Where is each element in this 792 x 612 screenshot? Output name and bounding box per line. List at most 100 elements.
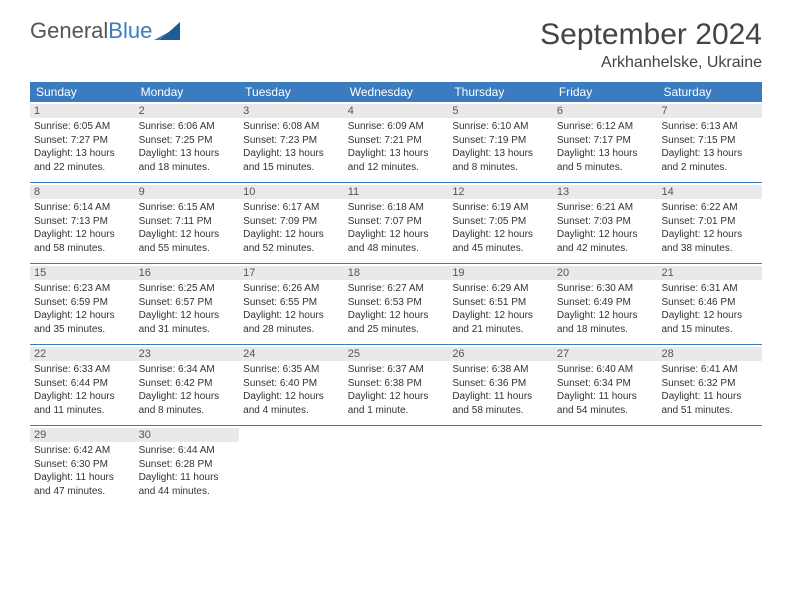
daylight-line: Daylight: 12 hours and 25 minutes. — [348, 309, 445, 336]
day-content: Sunrise: 6:06 AMSunset: 7:25 PMDaylight:… — [139, 120, 236, 174]
sunset-line: Sunset: 7:07 PM — [348, 215, 445, 229]
week-row: 22Sunrise: 6:33 AMSunset: 6:44 PMDayligh… — [30, 344, 762, 425]
day-content: Sunrise: 6:19 AMSunset: 7:05 PMDaylight:… — [452, 201, 549, 255]
day-content: Sunrise: 6:31 AMSunset: 6:46 PMDaylight:… — [661, 282, 758, 336]
weekday-wed: Wednesday — [344, 82, 449, 102]
week-row: 1 Sunrise: 6:05 AMSunset: 7:27 PMDaylight… — [30, 102, 762, 182]
sunset-line: Sunset: 6:30 PM — [34, 458, 131, 472]
sunset-line: Sunset: 7:17 PM — [557, 134, 654, 148]
day-content: Sunrise: 6:34 AMSunset: 6:42 PMDaylight:… — [139, 363, 236, 417]
daylight-line: Daylight: 13 hours and 18 minutes. — [139, 147, 236, 174]
day-number: 13 — [553, 185, 658, 199]
day-number: 9 — [135, 185, 240, 199]
sunset-line: Sunset: 7:13 PM — [34, 215, 131, 229]
day-cell: 4Sunrise: 6:09 AMSunset: 7:21 PMDaylight… — [344, 102, 449, 182]
sunset-line: Sunset: 7:03 PM — [557, 215, 654, 229]
day-cell-empty: . — [448, 426, 553, 506]
sunrise-line: Sunrise: 6:27 AM — [348, 282, 445, 296]
day-content: Sunrise: 6:26 AMSunset: 6:55 PMDaylight:… — [243, 282, 340, 336]
day-cell: 27Sunrise: 6:40 AMSunset: 6:34 PMDayligh… — [553, 345, 658, 425]
day-content: Sunrise: 6:27 AMSunset: 6:53 PMDaylight:… — [348, 282, 445, 336]
daylight-line: Daylight: 12 hours and 8 minutes. — [139, 390, 236, 417]
sunset-line: Sunset: 7:19 PM — [452, 134, 549, 148]
sunset-line: Sunset: 7:09 PM — [243, 215, 340, 229]
day-number: 10 — [239, 185, 344, 199]
daylight-line: Daylight: 12 hours and 45 minutes. — [452, 228, 549, 255]
day-cell: 5 Sunrise: 6:10 AMSunset: 7:19 PMDaylight… — [448, 102, 553, 182]
day-cell-empty: . — [239, 426, 344, 506]
daylight-line: Daylight: 13 hours and 5 minutes. — [557, 147, 654, 174]
sunset-line: Sunset: 7:23 PM — [243, 134, 340, 148]
sunset-line: Sunset: 6:40 PM — [243, 377, 340, 391]
day-number: 3 — [239, 104, 344, 118]
day-cell: 22Sunrise: 6:33 AMSunset: 6:44 PMDayligh… — [30, 345, 135, 425]
day-content: Sunrise: 6:41 AMSunset: 6:32 PMDaylight:… — [661, 363, 758, 417]
daylight-line: Daylight: 12 hours and 55 minutes. — [139, 228, 236, 255]
weeks-container: 1 Sunrise: 6:05 AMSunset: 7:27 PMDaylight… — [30, 102, 762, 506]
sunset-line: Sunset: 6:57 PM — [139, 296, 236, 310]
logo-icon — [154, 22, 180, 40]
weekday-sun: Sunday — [30, 82, 135, 102]
day-cell: 3 Sunrise: 6:08 AMSunset: 7:23 PMDaylight… — [239, 102, 344, 182]
daylight-line: Daylight: 11 hours and 51 minutes. — [661, 390, 758, 417]
day-number: 17 — [239, 266, 344, 280]
daylight-line: Daylight: 12 hours and 28 minutes. — [243, 309, 340, 336]
weekday-sat: Saturday — [657, 82, 762, 102]
sunset-line: Sunset: 6:34 PM — [557, 377, 654, 391]
day-cell: 7Sunrise: 6:13 AMSunset: 7:15 PMDaylight… — [657, 102, 762, 182]
day-cell: 20Sunrise: 6:30 AMSunset: 6:49 PMDayligh… — [553, 264, 658, 344]
sunrise-line: Sunrise: 6:31 AM — [661, 282, 758, 296]
sunset-line: Sunset: 6:36 PM — [452, 377, 549, 391]
sunset-line: Sunset: 7:21 PM — [348, 134, 445, 148]
sunrise-line: Sunrise: 6:38 AM — [452, 363, 549, 377]
day-number: 16 — [135, 266, 240, 280]
daylight-line: Daylight: 12 hours and 58 minutes. — [34, 228, 131, 255]
day-cell: 25Sunrise: 6:37 AMSunset: 6:38 PMDayligh… — [344, 345, 449, 425]
sunrise-line: Sunrise: 6:26 AM — [243, 282, 340, 296]
day-cell: 14 Sunrise: 6:22 AMSunset: 7:01 PMDayligh… — [657, 183, 762, 263]
day-cell-empty: . — [553, 426, 658, 506]
day-cell: 30Sunrise: 6:44 AMSunset: 6:28 PMDayligh… — [135, 426, 240, 506]
day-content: Sunrise: 6:22 AMSunset: 7:01 PMDaylight:… — [661, 201, 758, 255]
daylight-line: Daylight: 13 hours and 8 minutes. — [452, 147, 549, 174]
daylight-line: Daylight: 12 hours and 38 minutes. — [661, 228, 758, 255]
daylight-line: Daylight: 12 hours and 1 minute. — [348, 390, 445, 417]
calendar-page: GeneralBlue September 2024 Arkhanhelske,… — [0, 0, 792, 506]
daylight-line: Daylight: 12 hours and 31 minutes. — [139, 309, 236, 336]
day-content: Sunrise: 6:08 AMSunset: 7:23 PMDaylight:… — [243, 120, 340, 174]
day-cell: 16 Sunrise: 6:25 AMSunset: 6:57 PMDayligh… — [135, 264, 240, 344]
day-number: 19 — [448, 266, 553, 280]
sunrise-line: Sunrise: 6:37 AM — [348, 363, 445, 377]
day-number: 5 — [448, 104, 553, 118]
day-content: Sunrise: 6:05 AMSunset: 7:27 PMDaylight:… — [34, 120, 131, 174]
day-content: Sunrise: 6:33 AMSunset: 6:44 PMDaylight:… — [34, 363, 131, 417]
location: Arkhanhelske, Ukraine — [540, 54, 762, 72]
sunrise-line: Sunrise: 6:21 AM — [557, 201, 654, 215]
title-block: September 2024 Arkhanhelske, Ukraine — [540, 18, 762, 72]
day-content: Sunrise: 6:29 AMSunset: 6:51 PMDaylight:… — [452, 282, 549, 336]
day-cell: 21Sunrise: 6:31 AMSunset: 6:46 PMDayligh… — [657, 264, 762, 344]
sunset-line: Sunset: 7:05 PM — [452, 215, 549, 229]
day-content: Sunrise: 6:10 AMSunset: 7:19 PMDaylight:… — [452, 120, 549, 174]
sunset-line: Sunset: 6:44 PM — [34, 377, 131, 391]
day-cell: 1 Sunrise: 6:05 AMSunset: 7:27 PMDaylight… — [30, 102, 135, 182]
day-number: 1 — [30, 104, 135, 118]
daylight-line: Daylight: 12 hours and 21 minutes. — [452, 309, 549, 336]
weekday-thu: Thursday — [448, 82, 553, 102]
day-content: Sunrise: 6:13 AMSunset: 7:15 PMDaylight:… — [661, 120, 758, 174]
day-number: 12 — [448, 185, 553, 199]
day-number: 14 — [657, 185, 762, 199]
sunrise-line: Sunrise: 6:14 AM — [34, 201, 131, 215]
sunset-line: Sunset: 6:59 PM — [34, 296, 131, 310]
day-content: Sunrise: 6:21 AMSunset: 7:03 PMDaylight:… — [557, 201, 654, 255]
sunset-line: Sunset: 7:01 PM — [661, 215, 758, 229]
day-content: Sunrise: 6:15 AMSunset: 7:11 PMDaylight:… — [139, 201, 236, 255]
day-content: Sunrise: 6:23 AMSunset: 6:59 PMDaylight:… — [34, 282, 131, 336]
sunset-line: Sunset: 6:46 PM — [661, 296, 758, 310]
day-cell: 29Sunrise: 6:42 AMSunset: 6:30 PMDayligh… — [30, 426, 135, 506]
day-content: Sunrise: 6:40 AMSunset: 6:34 PMDaylight:… — [557, 363, 654, 417]
header: GeneralBlue September 2024 Arkhanhelske,… — [30, 18, 762, 72]
day-cell: 15Sunrise: 6:23 AMSunset: 6:59 PMDayligh… — [30, 264, 135, 344]
day-content: Sunrise: 6:25 AMSunset: 6:57 PMDaylight:… — [139, 282, 236, 336]
calendar: Sunday Monday Tuesday Wednesday Thursday… — [30, 82, 762, 506]
